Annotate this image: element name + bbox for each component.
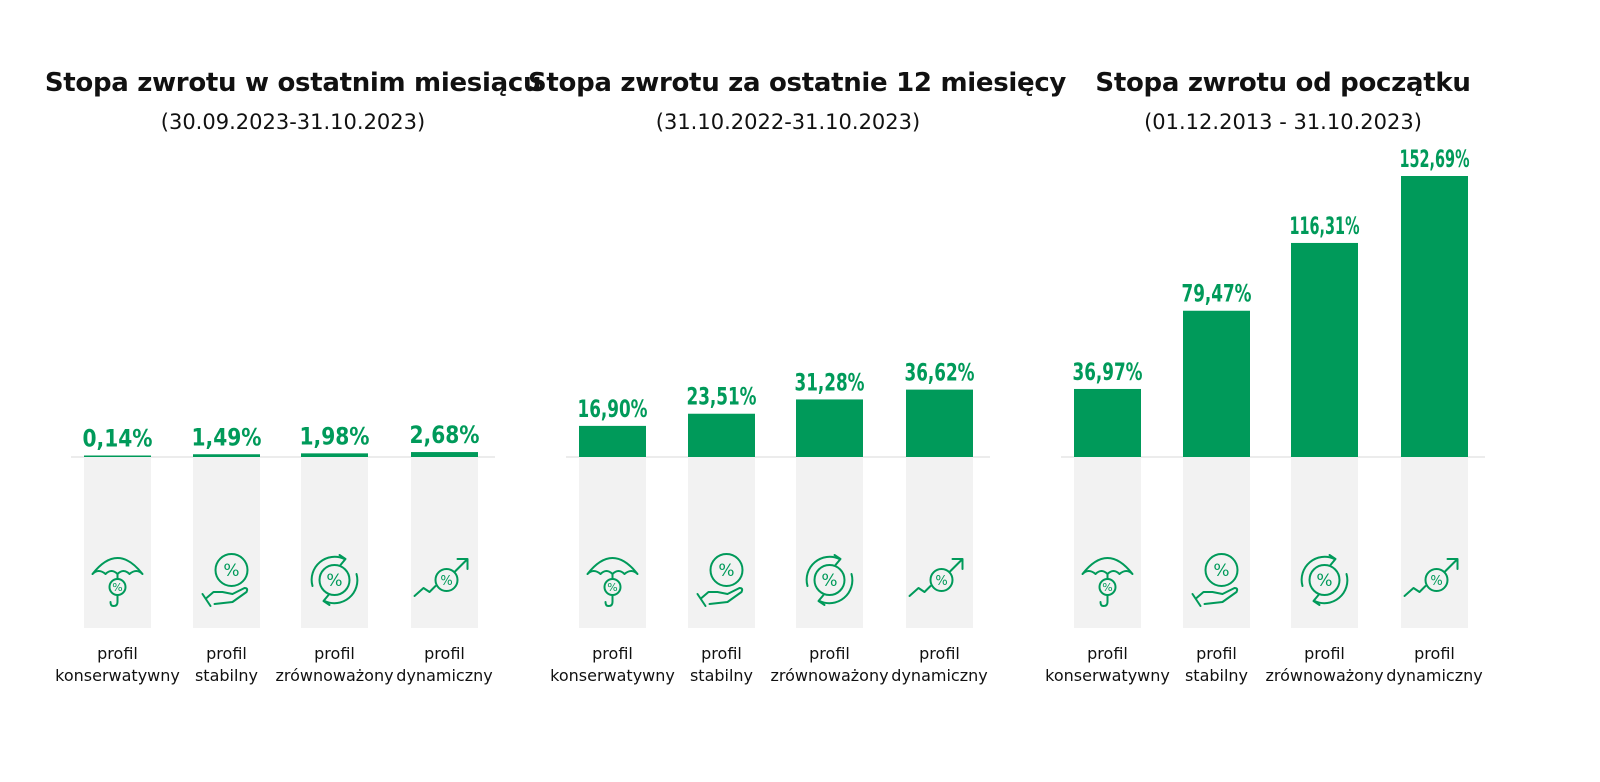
bar-value-label: 16,90% [578, 395, 648, 423]
category-label: zrównoważony [770, 666, 888, 685]
bar [193, 454, 260, 457]
bar-track [796, 457, 863, 628]
bar-track [906, 457, 973, 628]
bar-value-label: 116,31% [1290, 212, 1360, 240]
bar [1291, 242, 1358, 457]
bar-chart-12-months: 16,90%% profil konserwatywny 23,51%% profil s… [550, 359, 990, 685]
svg-text:%: % [935, 574, 947, 589]
bar [411, 452, 478, 457]
bar [688, 413, 755, 457]
umbrella-percent-icon: % [1081, 557, 1134, 607]
category-label: stabilny [1185, 666, 1248, 685]
bar-value-label: 79,47% [1182, 280, 1252, 308]
bar [579, 425, 646, 457]
svg-text:%: % [326, 571, 342, 591]
category-label: zrównoważony [1265, 666, 1383, 685]
category-label: profil [1087, 644, 1128, 663]
category-label: profil [206, 644, 247, 663]
cycle-percent-icon: % [1300, 554, 1349, 606]
category-label: profil [592, 644, 633, 663]
svg-text:%: % [718, 561, 734, 581]
bar-value-label: 31,28% [795, 368, 865, 396]
svg-text:%: % [440, 574, 452, 589]
bar [84, 455, 151, 457]
hand-percent-icon: % [1191, 553, 1239, 607]
category-label: profil [1196, 644, 1237, 663]
chart-panel-monthly: Stopa zwrotu w ostatnim miesiącu (30.09.… [33, 0, 553, 782]
bar-chart-since-start: 36,97%% profil konserwatywny 79,47%% profil s… [1045, 145, 1485, 685]
svg-text:%: % [223, 561, 239, 581]
chart-panel-12-months: Stopa zwrotu za ostatnie 12 miesięcy (31… [528, 0, 1067, 782]
category-label: stabilny [690, 666, 753, 685]
chart-subtitle: (01.12.2013 - 31.10.2023) [1144, 110, 1422, 134]
umbrella-percent-icon: % [91, 557, 144, 607]
bar-track [1291, 457, 1358, 628]
category-label: zrównoważony [275, 666, 393, 685]
svg-text:%: % [1213, 561, 1229, 581]
chart-title: Stopa zwrotu w ostatnim miesiącu [44, 68, 542, 98]
bar [1401, 176, 1468, 457]
svg-text:%: % [1316, 571, 1332, 591]
category-label: dynamiczny [1386, 666, 1482, 685]
growth-arrow-percent-icon: % [908, 558, 964, 597]
svg-text:%: % [821, 571, 837, 591]
category-label: profil [1304, 644, 1345, 663]
chart-title: Stopa zwrotu za ostatnie 12 miesięcy [528, 68, 1067, 98]
cycle-percent-icon: % [805, 554, 854, 606]
bar-value-label: 1,49% [192, 423, 262, 451]
category-label: profil [314, 644, 355, 663]
bar [1074, 388, 1141, 457]
chart-subtitle: (31.10.2022-31.10.2023) [655, 110, 921, 134]
category-label: profil [919, 644, 960, 663]
bar-value-label: 0,14% [83, 425, 153, 453]
bar [906, 389, 973, 457]
svg-text:%: % [112, 581, 122, 594]
bar-value-label: 36,97% [1073, 358, 1143, 386]
chart-panel-since-start: Stopa zwrotu od początku (01.12.2013 - 3… [1023, 0, 1543, 782]
bar [796, 399, 863, 457]
cycle-percent-icon: % [310, 554, 359, 606]
svg-text:%: % [1430, 574, 1442, 589]
category-label: profil [809, 644, 850, 663]
category-label: profil [424, 644, 465, 663]
category-label: dynamiczny [891, 666, 987, 685]
bar-value-label: 23,51% [687, 383, 757, 411]
bar-track [301, 457, 368, 628]
category-label: stabilny [195, 666, 258, 685]
bar-value-label: 36,62% [905, 359, 975, 387]
chart-subtitle: (30.09.2023-31.10.2023) [160, 110, 426, 134]
bar [1183, 310, 1250, 457]
category-label: konserwatywny [1045, 666, 1170, 685]
bar-value-label: 2,68% [410, 421, 480, 449]
category-label: profil [97, 644, 138, 663]
growth-arrow-percent-icon: % [413, 558, 469, 597]
chart-title: Stopa zwrotu od początku [1095, 68, 1471, 98]
category-label: konserwatywny [550, 666, 675, 685]
growth-arrow-percent-icon: % [1403, 558, 1459, 597]
bar-value-label: 1,98% [300, 422, 370, 450]
svg-text:%: % [1102, 581, 1112, 594]
bar-track [1401, 457, 1468, 628]
hand-percent-icon: % [201, 553, 249, 607]
bar-track [688, 457, 755, 628]
category-label: profil [1414, 644, 1455, 663]
category-label: dynamiczny [396, 666, 492, 685]
bar-chart-monthly: 0,14%% profil konserwatywny 1,49%% profil sta… [55, 421, 495, 685]
bar [301, 453, 368, 457]
bar-track [411, 457, 478, 628]
umbrella-percent-icon: % [586, 557, 639, 607]
bar-value-label: 152,69% [1400, 145, 1470, 173]
svg-text:%: % [607, 581, 617, 594]
category-label: konserwatywny [55, 666, 180, 685]
bar-track [193, 457, 260, 628]
category-label: profil [701, 644, 742, 663]
hand-percent-icon: % [696, 553, 744, 607]
bar-track [1183, 457, 1250, 628]
